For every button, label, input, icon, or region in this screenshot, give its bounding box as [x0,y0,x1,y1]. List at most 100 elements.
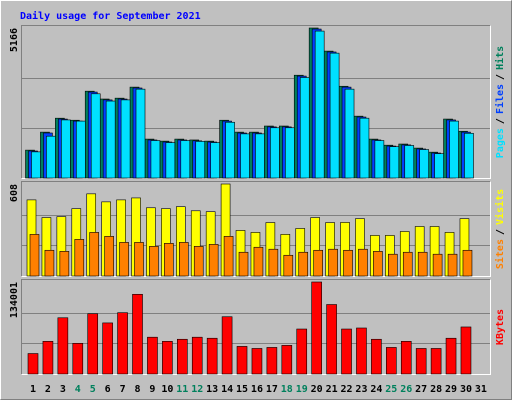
legend-entry: Visits [494,189,506,225]
bar [150,140,161,179]
x-tick-label: 29 [445,384,457,395]
bar [102,322,113,375]
bar [255,133,265,179]
chart-title: Daily usage for September 2021 [20,10,201,22]
bar [104,236,114,277]
x-tick-label: 26 [400,384,412,395]
bar [328,248,338,277]
panel-bevel-light [21,279,491,375]
bar [371,338,382,375]
x-tick-label: 25 [385,384,397,395]
bar [430,348,442,375]
legend: Pages / Files / Hits [494,46,506,158]
bar [119,242,129,277]
bar [195,141,206,179]
bar [210,142,220,179]
bar [72,343,84,375]
x-tick-label: 6 [105,384,111,395]
panel-bevel-dark [21,181,491,277]
bar [132,293,143,375]
x-tick-label: 19 [296,384,308,395]
bar [400,341,412,375]
x-tick-label: 21 [326,384,338,395]
x-tick-label: 8 [134,384,140,395]
legend: KBytes [495,309,506,345]
bar [432,253,443,277]
bar [180,140,191,179]
bar [402,251,413,277]
bar [326,304,337,375]
bar [31,151,41,179]
bar [149,246,159,277]
x-tick-label: 23 [355,384,367,395]
bar [268,248,279,277]
x-tick-label: 31 [475,384,487,395]
x-tick-label: 14 [221,384,233,395]
bar [61,119,71,179]
bar [193,246,204,277]
bar [223,236,234,277]
legend-separator: / [495,229,506,235]
bar [236,346,248,375]
bar [462,249,473,277]
bar [27,353,39,375]
bar [117,312,128,375]
x-tick-label: 11 [176,384,188,395]
bar [359,117,370,179]
bar [404,145,415,179]
bar [238,251,249,277]
bar [89,232,100,277]
legend-entry: Files [494,84,506,114]
bar [388,253,398,277]
bar [270,127,280,179]
panel-bevel-light [21,25,491,179]
x-tick-label: 27 [415,384,427,395]
x-tick-label: 10 [161,384,173,395]
bar [208,244,219,277]
bar [373,251,383,277]
bar [57,317,69,375]
bar [299,77,310,179]
bar [415,348,427,375]
bar [191,336,203,375]
bar [419,149,429,179]
bar [266,347,278,375]
bar [298,251,309,277]
bar [206,337,218,375]
x-tick-label: 28 [430,384,442,395]
bar [165,142,176,179]
bar [311,281,322,375]
bar [134,242,144,277]
panel-bevel-dark [21,279,491,375]
bar [358,248,368,277]
x-tick-label: 16 [251,384,263,395]
x-tick-label: 5 [90,384,96,395]
x-tick-label: 20 [311,384,323,395]
bar [105,100,116,179]
legend-entry: Hits [494,46,506,70]
bar [179,242,189,277]
bar [135,88,146,179]
legend: Sites / Visits [494,189,506,269]
bar [386,347,397,375]
bar [29,234,40,277]
x-tick-label: 24 [370,384,382,395]
bar [221,316,233,375]
x-tick-label: 12 [191,384,203,395]
bar [296,328,308,375]
bar [447,253,458,277]
y-tick-label: 608 [9,184,20,202]
bar [74,239,85,277]
bar [225,121,235,179]
bar [343,249,353,277]
x-tick-label: 3 [60,384,66,395]
bar [314,30,325,179]
bar [445,337,457,375]
bar [460,326,472,375]
x-tick-label: 15 [236,384,248,395]
x-tick-label: 17 [266,384,278,395]
bar [147,336,158,375]
y-tick-label: 5166 [9,28,20,52]
x-tick-label: 30 [460,384,472,395]
bar [75,120,86,179]
